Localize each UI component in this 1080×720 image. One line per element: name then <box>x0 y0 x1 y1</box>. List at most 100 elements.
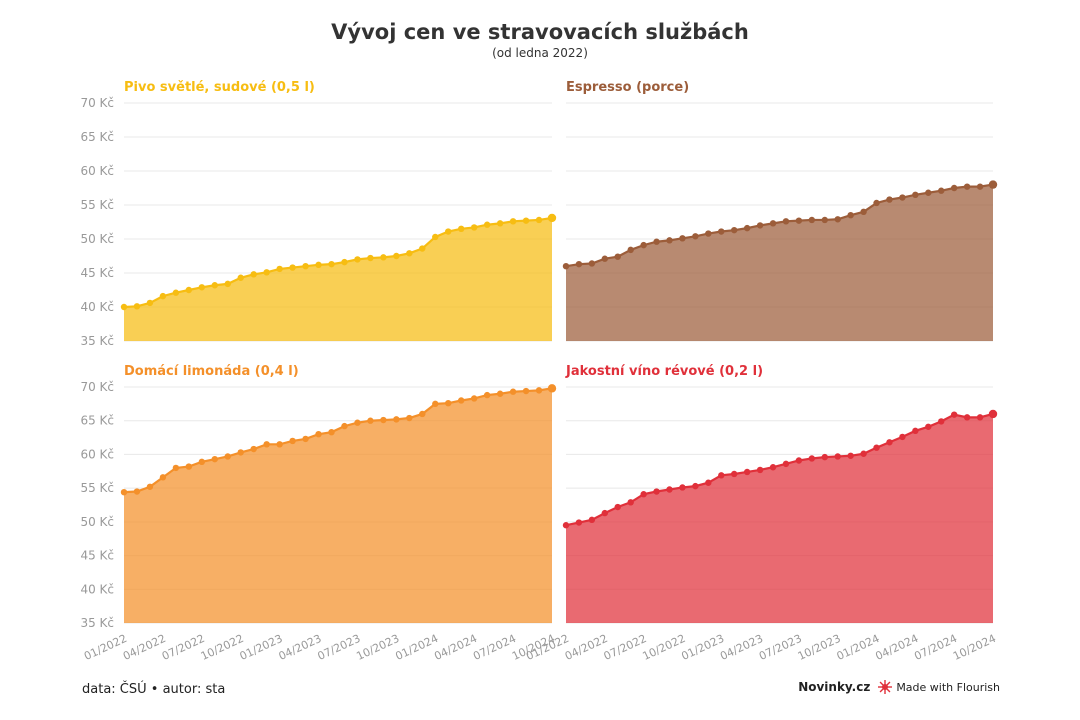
data-point <box>302 435 309 443</box>
data-point <box>380 416 387 424</box>
data-point <box>263 441 270 448</box>
data-point <box>912 191 919 198</box>
data-point <box>354 256 361 263</box>
data-point <box>614 503 621 511</box>
data-point <box>432 400 439 408</box>
data-point <box>509 388 517 395</box>
x-tick-label: 01/2022 <box>82 632 129 663</box>
y-tick-label: 65 Kč <box>80 130 114 144</box>
x-tick-label: 07/2024 <box>471 632 518 663</box>
data-point <box>627 246 634 254</box>
x-tick-label: 10/2023 <box>796 632 843 663</box>
data-point <box>705 479 712 486</box>
data-point <box>496 390 504 397</box>
x-tick-label: 04/2023 <box>277 632 324 663</box>
x-tick-label: 10/2024 <box>951 632 998 663</box>
data-point <box>679 235 686 242</box>
x-tick-label: 04/2023 <box>718 632 765 663</box>
chart-panel-wine: Jakostní víno révové (0,2 l)01/202204/20… <box>524 364 998 663</box>
data-point <box>328 260 335 268</box>
data-point <box>380 254 387 261</box>
data-point <box>315 431 322 438</box>
data-point <box>834 453 841 460</box>
data-point <box>509 218 517 225</box>
data-point <box>224 453 231 460</box>
data-point <box>627 499 634 506</box>
y-tick-label: 65 Kč <box>80 414 114 428</box>
data-point <box>172 464 180 472</box>
y-tick-label: 55 Kč <box>80 198 114 212</box>
data-point <box>743 224 751 232</box>
data-point <box>912 427 919 435</box>
area-lemonade <box>124 388 552 623</box>
y-tick-label: 45 Kč <box>80 266 114 280</box>
data-point <box>496 220 504 227</box>
data-point <box>445 228 452 235</box>
x-tick-label: 01/2024 <box>835 632 882 663</box>
data-point <box>899 433 906 441</box>
data-point <box>601 255 609 262</box>
area-espresso <box>566 184 993 341</box>
data-point <box>873 199 880 207</box>
data-point <box>588 260 596 267</box>
data-point <box>211 455 218 463</box>
x-tick-label: 10/2023 <box>354 632 401 663</box>
data-point <box>547 384 557 393</box>
data-point <box>224 280 231 288</box>
data-point <box>432 233 439 241</box>
data-point <box>834 216 841 223</box>
data-point <box>899 194 906 201</box>
data-point <box>276 265 283 273</box>
data-point <box>393 416 400 423</box>
data-point <box>963 414 971 421</box>
data-point <box>522 217 530 224</box>
line-beer <box>123 216 553 309</box>
x-tick-label: 01/2024 <box>393 632 440 663</box>
data-point <box>146 299 154 307</box>
data-point <box>367 417 374 424</box>
data-point <box>302 263 309 270</box>
data-point <box>562 263 570 270</box>
data-point <box>159 474 167 481</box>
x-tick-label: 10/2022 <box>641 632 688 663</box>
flourish-icon <box>878 680 893 694</box>
data-point <box>976 414 984 421</box>
data-point <box>847 452 854 459</box>
data-point <box>731 470 738 478</box>
panel-title: Jakostní víno révové (0,2 l) <box>565 364 763 379</box>
area-beer <box>124 217 552 341</box>
data-point <box>341 422 348 430</box>
data-point <box>976 183 984 190</box>
data-point <box>925 189 932 196</box>
data-point <box>172 289 180 296</box>
data-point <box>470 224 478 231</box>
data-point <box>860 450 867 457</box>
y-tick-label: 60 Kč <box>80 164 114 178</box>
panel-title: Pivo světlé, sudové (0,5 l) <box>124 80 315 95</box>
data-point <box>367 254 374 262</box>
x-tick-label: 07/2023 <box>316 632 363 663</box>
flourish-link[interactable]: Made with Flourish <box>878 680 1000 694</box>
x-tick-label: 07/2022 <box>160 632 207 663</box>
data-point <box>289 264 296 271</box>
x-tick-label: 04/2022 <box>121 632 168 663</box>
data-point <box>198 284 206 291</box>
data-point <box>756 222 764 229</box>
panel-title: Espresso (porce) <box>566 80 689 95</box>
data-point <box>575 260 583 268</box>
data-point <box>535 387 543 394</box>
data-point <box>666 237 673 244</box>
data-point <box>263 269 270 276</box>
data-point <box>315 261 322 269</box>
data-point <box>963 183 971 190</box>
x-tick-label: 01/2023 <box>679 632 726 663</box>
data-point <box>705 230 712 237</box>
data-point <box>146 483 154 490</box>
x-tick-label: 04/2024 <box>432 632 479 663</box>
data-point <box>950 411 958 418</box>
source-credit: data: ČSÚ • autor: sta <box>82 682 226 697</box>
data-point <box>808 216 816 224</box>
data-point <box>341 258 348 266</box>
y-tick-label: 60 Kč <box>80 447 114 461</box>
data-point <box>950 184 958 192</box>
